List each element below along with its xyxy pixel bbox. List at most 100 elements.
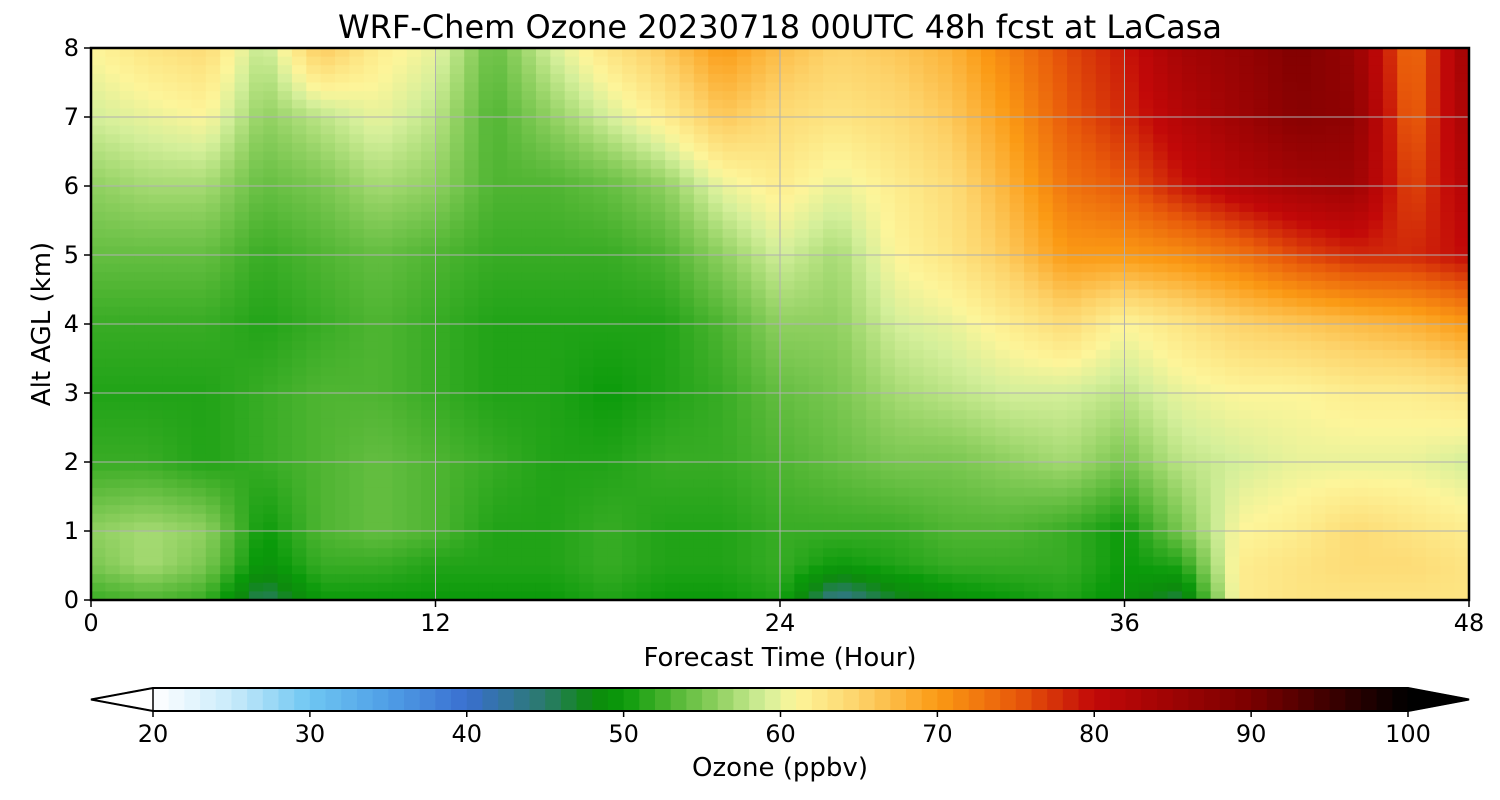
heatmap-cell [880,151,896,161]
heatmap-cell [1411,272,1427,282]
heatmap-cell [335,479,350,489]
heatmap-cell [1110,280,1126,291]
heatmap-cell [392,324,408,334]
heatmap-cell [492,151,508,161]
heatmap-cell [966,134,982,144]
heatmap-cell [521,99,537,109]
heatmap-cell [823,237,839,247]
heatmap-cell [263,255,279,265]
heatmap-cell [1368,48,1384,58]
heatmap-cell [1282,410,1298,420]
heatmap-cell [880,272,896,282]
heatmap-cell [177,73,193,84]
heatmap-cell [622,211,638,222]
heatmap-cell [622,134,638,144]
heatmap-cell [449,401,465,411]
heatmap-cell [1110,375,1126,385]
heatmap-cell [306,280,322,291]
heatmap-cell [306,289,322,299]
heatmap-cell [263,332,279,342]
heatmap-cell [492,332,508,342]
heatmap-cell [1009,151,1025,161]
heatmap-cell [119,134,135,144]
heatmap-cell [449,315,465,325]
heatmap-cell [693,255,709,265]
heatmap-cell [291,56,307,66]
heatmap-cell [320,470,336,480]
heatmap-cell [1311,177,1327,187]
heatmap-cell [1167,487,1183,498]
heatmap-cell [1081,315,1097,325]
heatmap-cell [1081,48,1097,58]
heatmap-cell [464,470,480,480]
heatmap-cell [909,203,925,213]
heatmap-cell [851,186,867,196]
heatmap-cell [1282,99,1298,109]
heatmap-cell [851,82,867,92]
heatmap-cell [851,341,867,351]
heatmap-cell [378,211,394,222]
heatmap-cell [1081,91,1097,101]
heatmap-cell [1296,436,1312,446]
heatmap-cell [980,272,996,282]
heatmap-cell [1038,453,1054,463]
heatmap-cell [751,375,767,385]
heatmap-cell [105,117,121,127]
heatmap-cell [650,349,666,360]
heatmap-cell [550,418,566,429]
heatmap-cell [722,134,738,144]
heatmap-cell [363,479,379,489]
heatmap-cell [507,444,523,454]
heatmap-cell [1038,186,1054,196]
heatmap-cell [952,56,968,66]
heatmap-cell [1067,91,1083,101]
heatmap-cell [220,117,236,127]
heatmap-cell [1067,263,1083,273]
heatmap-cell [1440,211,1456,222]
heatmap-cell [622,229,638,239]
heatmap-cell [1167,332,1183,342]
heatmap-cell [277,436,293,446]
heatmap-cell [291,332,307,342]
heatmap-cell [880,211,896,222]
heatmap-cell [837,255,853,265]
heatmap-cell [392,280,408,291]
heatmap-cell [1382,246,1398,256]
heatmap-cell [980,246,996,256]
heatmap-cell [679,194,695,204]
heatmap-cell [191,453,207,463]
heatmap-cell [808,91,824,101]
heatmap-cell [349,56,365,66]
heatmap-cell [894,237,910,247]
heatmap-cell [980,470,996,480]
heatmap-cell [1067,393,1083,403]
heatmap-cell [564,229,580,239]
heatmap-cell [1009,99,1025,109]
heatmap-cell [363,125,379,135]
heatmap-cell [1110,306,1126,316]
heatmap-cell [1181,341,1197,351]
heatmap-cell [1253,393,1269,403]
heatmap-cell [1038,444,1054,454]
heatmap-cell [1268,211,1283,222]
heatmap-cell [693,177,709,187]
heatmap-cell [234,263,250,273]
heatmap-cell [1454,82,1469,92]
heatmap-cell [751,117,767,127]
heatmap-cell [248,142,264,153]
heatmap-cell [1196,332,1212,342]
heatmap-cell [1181,82,1197,92]
heatmap-cell [119,393,135,403]
heatmap-cell [449,255,465,265]
heatmap-cell [1009,418,1025,429]
heatmap-cell [392,401,408,411]
heatmap-cell [1009,220,1025,230]
heatmap-cell [1210,125,1226,135]
heatmap-cell [794,375,810,385]
heatmap-cell [1368,306,1384,316]
heatmap-cell [378,168,394,178]
heatmap-cell [349,125,365,135]
heatmap-cell [234,108,250,118]
heatmap-cell [923,349,939,360]
heatmap-cell [550,108,566,118]
